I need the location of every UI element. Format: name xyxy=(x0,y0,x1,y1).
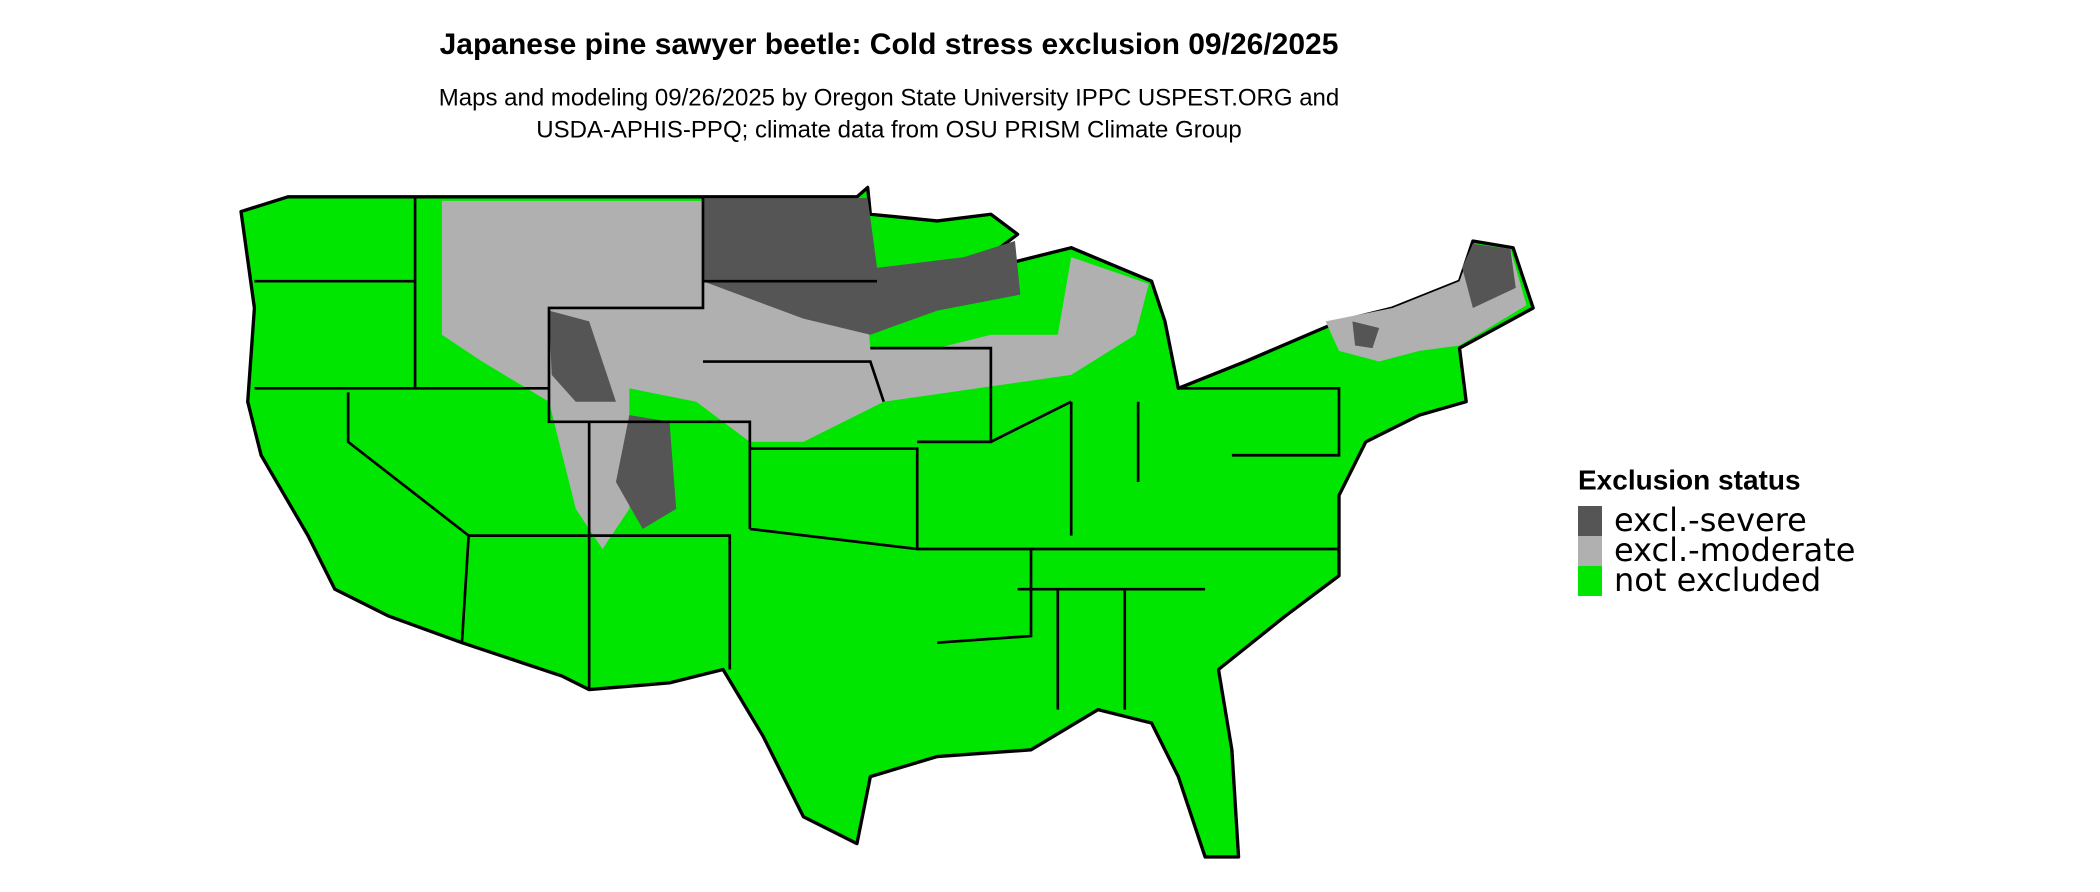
subtitle-line: Maps and modeling 09/26/2025 by Oregon S… xyxy=(439,84,1339,111)
legend-label: excl.-moderate xyxy=(1614,531,1855,569)
moderate-zone xyxy=(441,200,1527,549)
legend-label: not excluded xyxy=(1614,561,1821,599)
state-borders xyxy=(254,196,1341,710)
legend-swatch xyxy=(1578,506,1602,536)
subtitle-line: USDA-APHIS-PPQ; climate data from OSU PR… xyxy=(536,116,1242,143)
legend-swatch xyxy=(1578,536,1602,566)
map xyxy=(239,185,1535,859)
legend-swatch xyxy=(1578,566,1602,596)
legend-title: Exclusion status xyxy=(1578,464,1801,495)
legend-label: excl.-severe xyxy=(1614,501,1807,539)
map-title: Japanese pine sawyer beetle: Cold stress… xyxy=(440,28,1339,61)
